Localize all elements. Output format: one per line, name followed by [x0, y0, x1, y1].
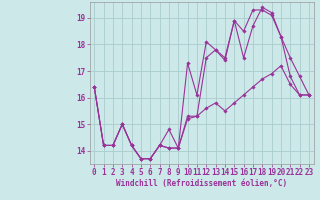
X-axis label: Windchill (Refroidissement éolien,°C): Windchill (Refroidissement éolien,°C): [116, 179, 287, 188]
